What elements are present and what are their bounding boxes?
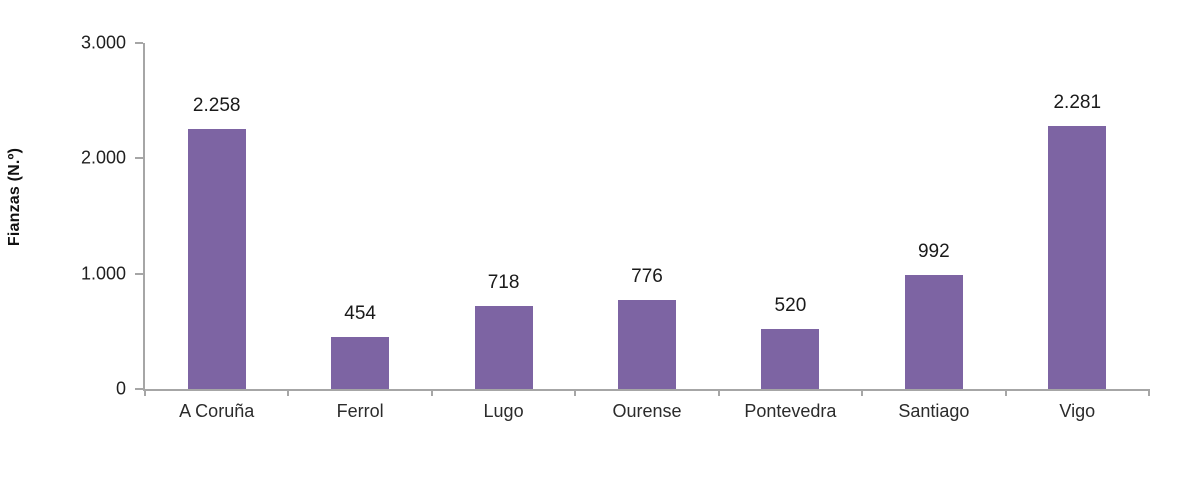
y-axis-title: Fianzas (N.º)	[6, 147, 23, 247]
y-tick-label: 1.000	[80, 263, 126, 284]
bar-slot: 2.258 A Coruña	[145, 43, 288, 421]
x-tick-mark	[861, 389, 864, 396]
bar	[331, 336, 390, 389]
x-tick-label: Santiago	[898, 401, 970, 421]
bar	[474, 306, 533, 389]
x-tick-label: Ferrol	[336, 401, 384, 421]
y-tick-mark	[135, 157, 143, 160]
y-tick-label: 0	[115, 378, 126, 399]
y-tick-mark	[135, 388, 143, 390]
x-tick-mark	[1148, 389, 1150, 396]
plot-area: 0 1.000 2.000 3.000 2.258 A Coruña 454 Ferrol 71…	[81, 33, 1150, 421]
x-tick-mark	[1004, 389, 1007, 396]
y-tick-mark	[135, 272, 143, 275]
bar-value-label: 718	[487, 272, 520, 294]
x-tick-mark	[717, 389, 720, 396]
bar-value-label: 992	[917, 240, 950, 262]
bar	[617, 299, 676, 389]
y-tick-label: 2.000	[80, 147, 126, 168]
x-tick-mark	[144, 389, 146, 396]
bar	[761, 329, 820, 389]
y-tick-mark	[135, 42, 143, 44]
bar	[904, 274, 963, 389]
bar-value-label: 2.258	[192, 94, 241, 116]
x-tick-mark	[574, 389, 577, 396]
bar-value-label: 520	[774, 295, 807, 317]
x-tick-label: A Coruña	[179, 401, 255, 421]
x-tick-mark	[287, 389, 290, 396]
bar	[187, 128, 246, 389]
bar-value-label: 776	[631, 265, 663, 287]
x-tick-mark	[430, 389, 433, 396]
bar-slot: 2.281 Vigo	[1006, 43, 1149, 421]
y-tick-label: 3.000	[80, 32, 126, 53]
bar-slot: 992 Santiago	[862, 43, 1005, 421]
x-tick-label: Ourense	[612, 401, 682, 421]
x-tick-label: Pontevedra	[744, 401, 837, 421]
bar-slot: 718 Lugo	[432, 43, 575, 421]
bar-value-label: 2.281	[1053, 91, 1102, 113]
bar-value-label: 454	[344, 302, 376, 324]
bar-slot: 454 Ferrol	[288, 43, 431, 421]
bar-slot: 520 Pontevedra	[719, 43, 862, 421]
bar-slot: 776 Ourense	[575, 43, 718, 421]
x-tick-label: Vigo	[1059, 401, 1096, 421]
x-tick-label: Lugo	[483, 401, 524, 421]
bar	[1048, 125, 1107, 389]
